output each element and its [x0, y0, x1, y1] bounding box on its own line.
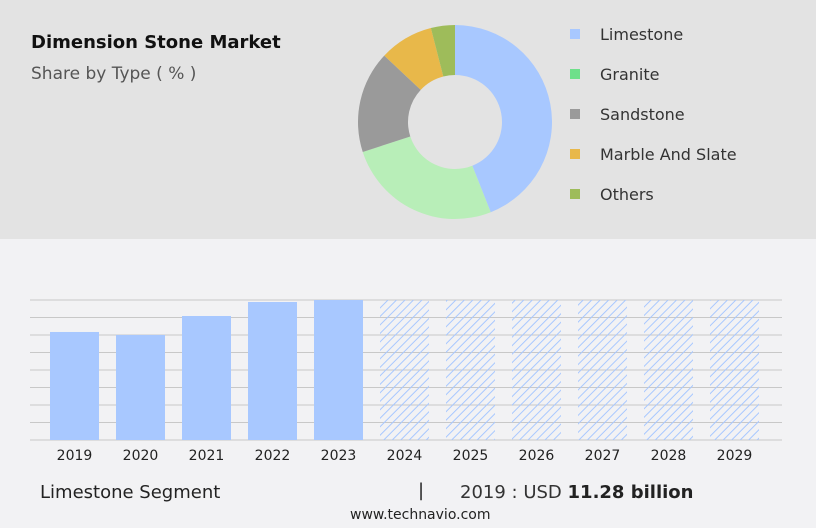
legend-swatch — [570, 69, 580, 79]
source-url[interactable]: www.technavio.com — [350, 507, 491, 523]
legend-item: Granite — [570, 54, 737, 94]
bar-2019 — [50, 331, 99, 440]
bar-2023 — [314, 300, 363, 440]
slice-sandstone — [358, 55, 421, 152]
x-tick-label: 2020 — [123, 448, 159, 464]
bar-2022 — [248, 302, 297, 440]
x-tick-label: 2029 — [717, 448, 753, 464]
legend-item: Others — [570, 174, 737, 214]
bar-2029 — [710, 300, 759, 440]
legend-label: Granite — [600, 64, 660, 84]
slice-granite — [362, 136, 491, 219]
x-tick-label: 2027 — [585, 448, 621, 464]
separator: | — [418, 480, 425, 501]
x-tick-label: 2022 — [255, 448, 291, 464]
slice-others — [430, 25, 455, 77]
chart-title: Dimension Stone Market — [31, 32, 281, 53]
value-prefix: 2019 : USD — [460, 482, 562, 503]
chart-subtitle: Share by Type ( % ) — [31, 64, 197, 84]
x-tick-label: 2019 — [57, 448, 93, 464]
legend-swatch — [570, 109, 580, 119]
legend-label: Marble And Slate — [600, 144, 737, 164]
legend-label: Limestone — [600, 24, 684, 44]
x-tick-label: 2024 — [387, 448, 423, 464]
legend-swatch — [570, 29, 580, 39]
x-tick-label: 2026 — [519, 448, 555, 464]
legend-item: Marble And Slate — [570, 134, 737, 174]
x-tick-label: 2028 — [651, 448, 687, 464]
legend: Limestone Granite Sandstone Marble And Slat… — [570, 14, 737, 214]
legend-item: Sandstone — [570, 94, 737, 134]
slice-marble-and-slate — [384, 28, 444, 90]
bar-2020 — [116, 334, 165, 440]
x-tick-label: 2025 — [453, 448, 489, 464]
legend-label: Others — [600, 184, 654, 204]
x-tick-label: 2021 — [189, 448, 225, 464]
value-label: 2019 : USD 11.28 billion — [460, 482, 693, 503]
legend-swatch — [570, 189, 580, 199]
segment-label: Limestone Segment — [40, 482, 221, 503]
legend-item: Limestone — [570, 14, 737, 54]
legend-swatch — [570, 149, 580, 159]
value-amount: 11.28 billion — [567, 482, 694, 503]
bar-2021 — [182, 315, 231, 440]
legend-label: Sandstone — [600, 104, 685, 124]
bar-2025 — [446, 300, 495, 440]
donut-chart — [358, 25, 552, 219]
bar-2026 — [512, 300, 561, 440]
bar-2024 — [380, 300, 429, 440]
x-tick-label: 2023 — [321, 448, 357, 464]
slice-limestone — [455, 25, 552, 213]
bar-chart: 2019 2020 2021 2022 2023 2024 2025 2026 2027 2028… — [30, 299, 782, 464]
bar-2028 — [644, 300, 693, 440]
bar-2027 — [578, 300, 627, 440]
